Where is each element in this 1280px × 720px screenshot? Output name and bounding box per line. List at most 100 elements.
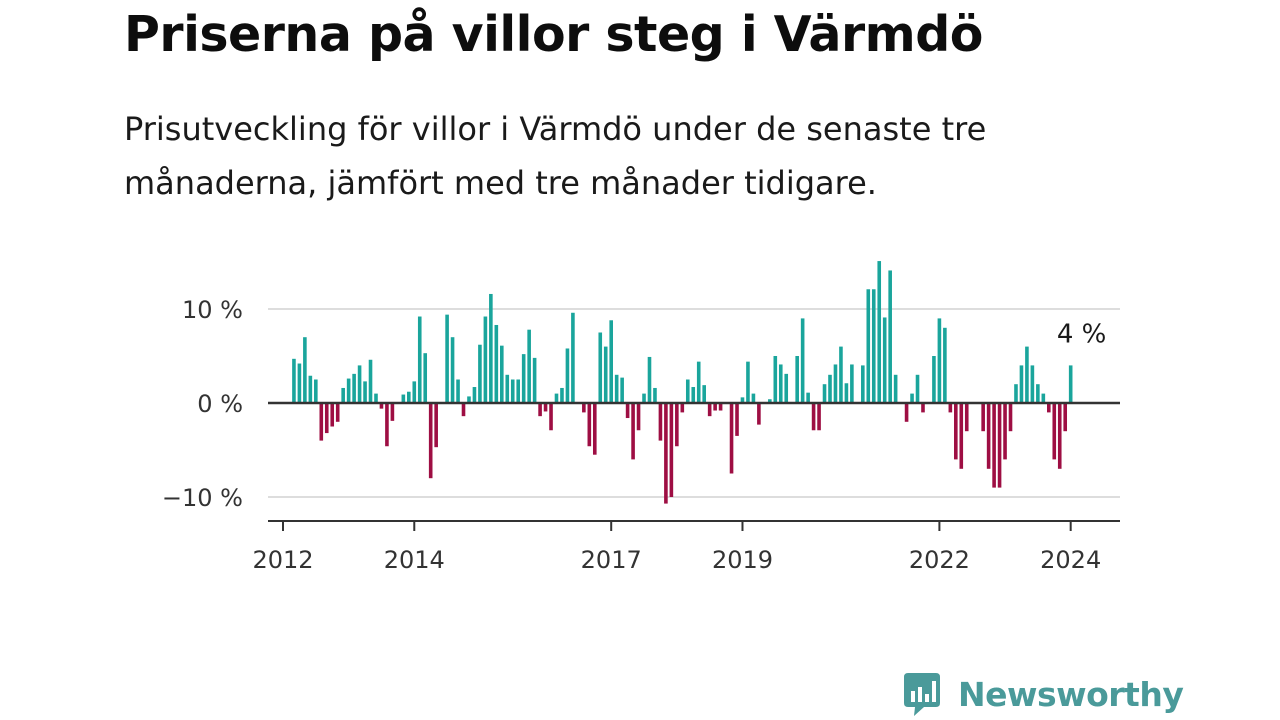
bar xyxy=(861,365,865,403)
bar xyxy=(997,403,1002,488)
bar xyxy=(954,403,958,460)
x-tick-label: 2017 xyxy=(581,546,642,574)
bar xyxy=(1003,403,1007,460)
y-tick-label: 10 % xyxy=(182,296,243,324)
bar xyxy=(943,327,947,403)
bar xyxy=(1057,403,1062,469)
bar xyxy=(795,356,799,403)
bar xyxy=(292,358,296,403)
bar xyxy=(368,359,373,403)
bar xyxy=(647,356,652,403)
bar xyxy=(746,361,750,403)
bar xyxy=(817,403,821,431)
x-tick-label: 2024 xyxy=(1040,546,1101,574)
bar xyxy=(587,403,592,447)
bar xyxy=(1014,384,1018,403)
bar xyxy=(992,403,996,488)
bar xyxy=(450,337,455,403)
bar xyxy=(303,337,307,403)
y-tick-label: −10 % xyxy=(162,484,243,512)
bar xyxy=(964,403,969,432)
newsworthy-logo-icon xyxy=(904,673,940,716)
bar xyxy=(664,403,668,504)
bar xyxy=(500,345,504,403)
bar xyxy=(822,384,827,403)
bar xyxy=(467,396,471,403)
bar xyxy=(713,403,717,411)
bar xyxy=(494,324,499,403)
bar xyxy=(532,357,537,403)
bar xyxy=(844,383,849,403)
bar xyxy=(314,379,318,403)
bar xyxy=(412,381,417,403)
latest-value-label: 4 % xyxy=(1057,319,1107,349)
bar xyxy=(324,403,329,434)
bar xyxy=(1041,393,1046,403)
bar xyxy=(565,348,570,403)
bar xyxy=(357,365,362,403)
bar xyxy=(729,403,734,474)
brand-logo: Newsworthy xyxy=(902,670,1184,718)
bar xyxy=(363,381,367,403)
bar xyxy=(675,403,679,447)
bar xyxy=(620,377,624,403)
bar xyxy=(308,375,313,403)
bar xyxy=(768,399,772,403)
bar xyxy=(806,392,810,403)
brand-name: Newsworthy xyxy=(958,674,1184,714)
bar xyxy=(718,403,723,411)
bar xyxy=(609,320,613,403)
bar xyxy=(866,289,871,403)
bar xyxy=(910,393,914,403)
bar xyxy=(549,403,553,431)
grid-lines xyxy=(268,308,1120,498)
bar xyxy=(882,317,887,403)
bar xyxy=(560,387,564,403)
bar xyxy=(543,403,548,412)
bar xyxy=(297,363,302,403)
bar xyxy=(423,353,428,403)
bar xyxy=(669,403,674,497)
y-tick-label: 0 % xyxy=(197,390,243,418)
bar xyxy=(434,403,438,448)
bar xyxy=(636,403,641,431)
bar xyxy=(839,346,843,403)
bar xyxy=(554,393,559,403)
bar xyxy=(374,393,378,403)
bar xyxy=(417,316,422,403)
bar xyxy=(696,361,701,403)
bar xyxy=(1052,403,1057,460)
bar xyxy=(751,393,756,403)
bar xyxy=(1008,403,1013,432)
bar xyxy=(691,387,696,403)
bar xyxy=(877,261,882,403)
bar xyxy=(489,293,493,403)
bar xyxy=(598,332,603,403)
bar xyxy=(915,374,920,403)
bar xyxy=(800,318,805,403)
bar xyxy=(1036,384,1040,403)
bar xyxy=(445,314,449,403)
bar xyxy=(385,403,389,447)
bar xyxy=(346,378,351,403)
bar xyxy=(483,316,488,403)
bar-chart: 10 % 0 % −10 % 2012 2014 2017 2019 2022 2024 4 % xyxy=(162,261,1120,574)
bar xyxy=(401,394,406,403)
bar xyxy=(932,356,936,403)
x-tick-label: 2014 xyxy=(384,546,445,574)
bar xyxy=(904,403,909,422)
bar xyxy=(478,344,482,403)
bar xyxy=(390,403,395,421)
x-tick-label: 2022 xyxy=(909,546,970,574)
bar xyxy=(1068,365,1073,403)
chart-subtitle: Prisutveckling för villor i Värmdö under… xyxy=(124,110,987,202)
bar xyxy=(959,403,964,469)
bar xyxy=(571,312,575,403)
bar xyxy=(680,403,685,413)
bar xyxy=(461,403,466,417)
bar xyxy=(1063,403,1068,432)
bar xyxy=(319,403,324,441)
bar xyxy=(407,391,411,403)
bar xyxy=(893,374,898,403)
bar xyxy=(921,403,925,413)
